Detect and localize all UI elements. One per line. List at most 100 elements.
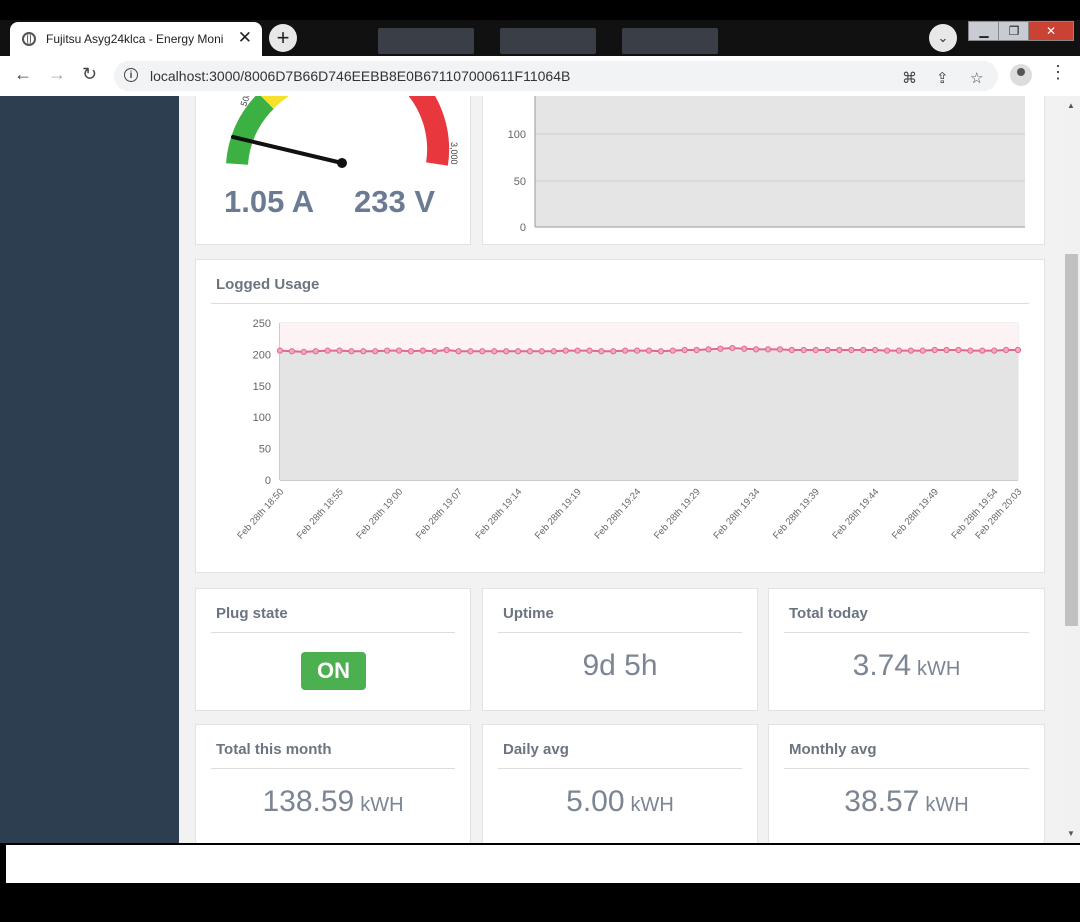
- usage-data-point: [455, 348, 462, 355]
- unit-label: kWH: [630, 794, 674, 816]
- address-bar[interactable]: i localhost:3000/8006D7B66D746EEBB8E0B67…: [114, 61, 998, 91]
- x-tick-label: Feb 28th 19:07: [414, 487, 465, 542]
- profile-avatar-icon[interactable]: [1010, 64, 1032, 86]
- usage-data-point: [907, 347, 914, 354]
- url-text[interactable]: localhost:3000/8006D7B66D746EEBB8E0B6711…: [150, 68, 571, 84]
- usage-data-point: [764, 346, 772, 353]
- tab-title: Fujitsu Asyg24klca - Energy Moni: [46, 32, 224, 46]
- translate-icon[interactable]: ⌘: [902, 70, 917, 87]
- usage-data-point: [1014, 346, 1022, 354]
- close-tab-icon[interactable]: ✕: [237, 28, 252, 47]
- browser-tab[interactable]: Fujitsu Asyg24klca - Energy Moni ✕: [10, 22, 262, 56]
- unit-label: kWH: [917, 658, 961, 680]
- gauge-red-arc: [408, 96, 450, 166]
- x-tick-label: Feb 28th 19:34: [711, 487, 762, 542]
- divider: [498, 632, 742, 633]
- tab-strip: Fujitsu Asyg24klca - Energy Moni ✕ + ⌄: [0, 20, 1080, 56]
- minimize-button[interactable]: ▁: [968, 21, 1000, 41]
- usage-data-point: [503, 348, 510, 355]
- usage-data-point: [550, 348, 557, 355]
- usage-data-point: [443, 346, 450, 354]
- usage-data-point: [419, 347, 426, 354]
- monthly-avg-metric: 38.57 kWH: [769, 785, 1044, 819]
- total-today-value: 3.74: [852, 649, 912, 682]
- x-tick-label: Feb 28th 19:49: [890, 487, 941, 542]
- sidebar: [0, 96, 179, 843]
- scroll-down-arrow-icon[interactable]: ▼: [1067, 829, 1075, 838]
- background-thumbnail: [622, 28, 718, 54]
- usage-data-point: [812, 346, 819, 354]
- usage-data-point: [705, 346, 712, 353]
- usage-data-point: [395, 347, 403, 354]
- tab-search-button[interactable]: ⌄: [929, 24, 957, 52]
- x-tick-label: Feb 28th 18:50: [235, 487, 286, 542]
- page-scrollbar[interactable]: ▲ ▼: [1063, 96, 1080, 843]
- usage-data-point: [753, 346, 760, 353]
- close-window-button[interactable]: ✕: [1028, 21, 1074, 41]
- forward-arrow-icon[interactable]: →: [48, 64, 66, 84]
- usage-data-point: [586, 347, 593, 354]
- y-tick-label: 50: [514, 176, 526, 188]
- usage-data-point: [645, 347, 653, 354]
- logged-usage-chart: 0 50 100 150 200 250 Feb 28th 18:50 Feb 28th 18…: [235, 318, 1024, 542]
- page-viewport: 500 3,000 1.05 A 233 V 100 50 0 Logged U…: [0, 96, 1063, 843]
- usage-data-point: [788, 346, 795, 354]
- total-today-metric: 3.74 kWH: [769, 649, 1044, 683]
- info-icon[interactable]: i: [124, 68, 138, 82]
- y-tick-label: 0: [265, 475, 271, 487]
- x-tick-label: Feb 28th 19:19: [533, 487, 584, 542]
- usage-data-point: [300, 348, 307, 355]
- usage-data-point: [407, 348, 415, 355]
- y-tick-label: 50: [259, 444, 271, 456]
- y-tick-label: 100: [508, 129, 526, 141]
- reload-icon[interactable]: ↻: [82, 64, 98, 84]
- current-reading: 1.05 A: [224, 184, 315, 219]
- daily-avg-card: Daily avg 5.00 kWH: [482, 724, 758, 843]
- gauge-needle: [231, 135, 344, 165]
- y-tick-label: 0: [520, 222, 526, 234]
- gauge-yellow-arc: [260, 96, 290, 109]
- usage-data-point: [622, 347, 629, 354]
- usage-data-point: [717, 345, 724, 352]
- card-title: Total today: [789, 605, 868, 622]
- usage-data-point: [467, 348, 474, 355]
- power-chart-card: 100 50 0: [482, 96, 1045, 245]
- usage-data-point: [741, 345, 748, 352]
- x-tick-label: Feb 28th 19:00: [354, 487, 405, 542]
- maximize-button[interactable]: ❐: [998, 21, 1030, 41]
- usage-data-point: [824, 346, 831, 354]
- usage-data-point: [348, 348, 355, 355]
- bookmark-star-icon[interactable]: ☆: [970, 70, 984, 87]
- scroll-up-arrow-icon[interactable]: ▲: [1067, 101, 1075, 110]
- total-today-card: Total today 3.74 kWH: [768, 588, 1045, 711]
- share-icon[interactable]: ⇪: [936, 70, 949, 87]
- menu-kebab-icon[interactable]: ⋮: [1049, 62, 1067, 82]
- card-title: Daily avg: [503, 741, 569, 758]
- usage-data-point: [479, 348, 486, 355]
- back-arrow-icon[interactable]: ←: [14, 64, 32, 84]
- gauge-tick-label: 3,000: [449, 142, 459, 165]
- usage-data-point: [1002, 346, 1010, 354]
- uptime-value: 9d 5h: [582, 649, 658, 682]
- scroll-thumb[interactable]: [1065, 254, 1078, 626]
- usage-data-point: [800, 346, 807, 354]
- background-thumbnail: [500, 28, 596, 54]
- plug-state-toggle[interactable]: ON: [301, 652, 366, 690]
- usage-data-point: [979, 347, 986, 354]
- usage-data-point: [872, 346, 879, 354]
- power-chart: 100 50 0: [508, 96, 1025, 234]
- total-month-metric: 138.59 kWH: [196, 785, 470, 819]
- usage-data-point: [288, 348, 296, 355]
- x-tick-label: Feb 28th 19:44: [830, 487, 881, 542]
- gauge-green-arc: [226, 96, 274, 166]
- new-tab-button[interactable]: +: [269, 24, 297, 52]
- bottom-bar: [6, 845, 1080, 883]
- usage-data-point: [431, 348, 438, 355]
- usage-data-point: [276, 347, 284, 354]
- divider: [784, 768, 1029, 769]
- unit-label: kWH: [925, 794, 969, 816]
- total-month-card: Total this month 138.59 kWH: [195, 724, 471, 843]
- usage-data-point: [776, 346, 784, 353]
- usage-data-point: [360, 348, 367, 355]
- total-month-value: 138.59: [262, 785, 355, 818]
